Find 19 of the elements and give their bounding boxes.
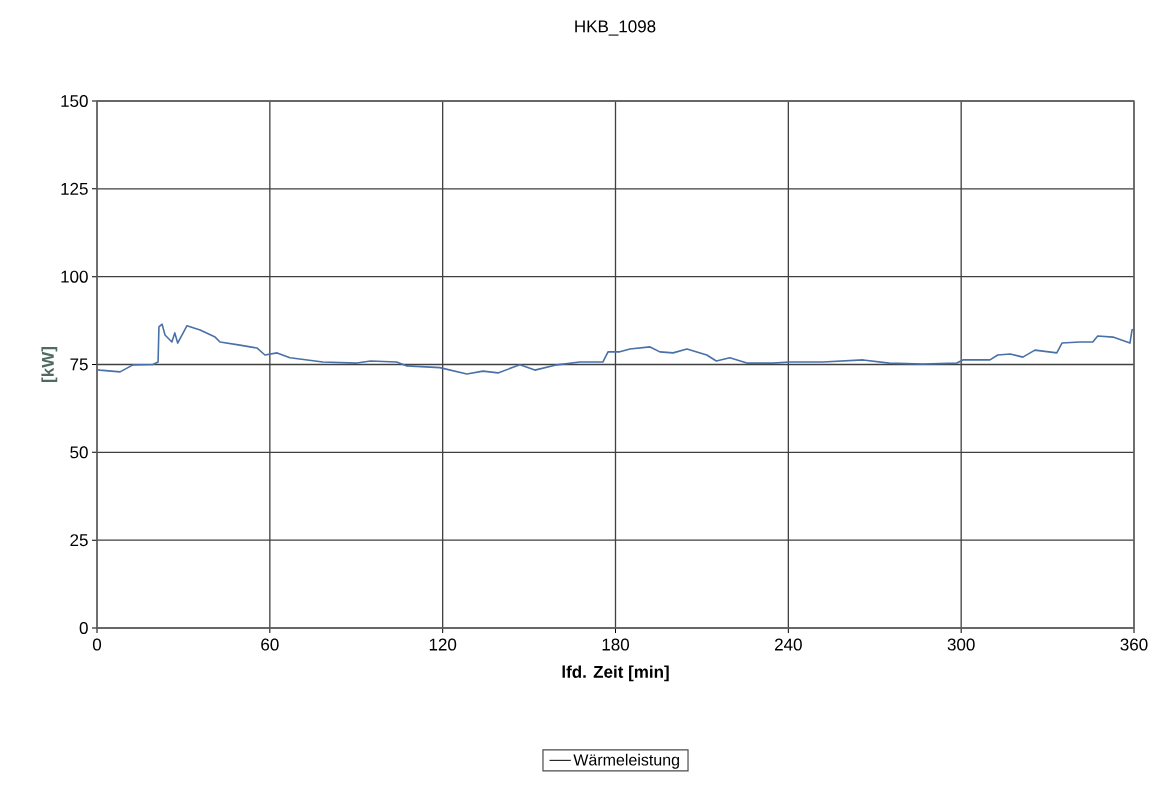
- x-tick-label: 300: [947, 638, 975, 651]
- x-tick-label: 120: [429, 638, 457, 651]
- y-tick-label: 50: [70, 446, 88, 459]
- y-tick-label: 125: [61, 182, 88, 195]
- y-tick-label: 150: [61, 94, 88, 108]
- y-tick-label: 0: [79, 621, 88, 635]
- chart-title: HKB_1098: [575, 20, 656, 36]
- x-tick-label: 0: [92, 638, 102, 651]
- y-axis-title: [kW]: [41, 347, 58, 382]
- x-tick-label: 360: [1120, 638, 1148, 651]
- text: Wärmeleistung: [573, 753, 679, 769]
- y-tick-label: 25: [70, 534, 88, 547]
- x-tick-label: 60: [261, 638, 279, 651]
- x-tick-label: 180: [602, 638, 630, 651]
- line-series: [97, 323, 1134, 375]
- y-tick-label: 100: [61, 270, 88, 283]
- y-tick-label: 75: [70, 358, 88, 371]
- x-axis-title: lfd. Zeit [min]: [562, 665, 669, 682]
- x-tick-label: 240: [775, 638, 802, 651]
